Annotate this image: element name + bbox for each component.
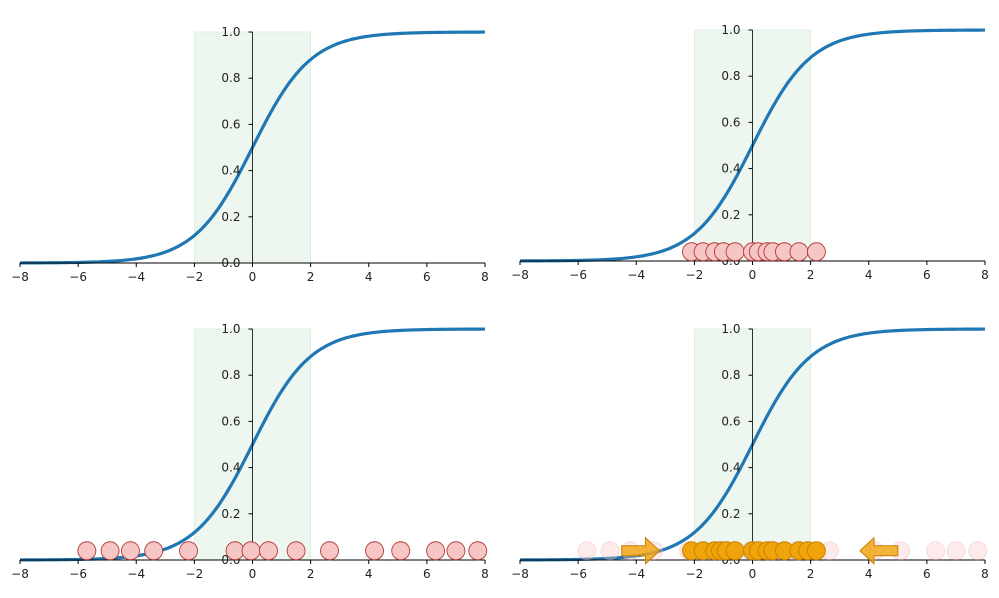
data-point bbox=[365, 541, 385, 561]
faded-data-point bbox=[926, 541, 946, 561]
chart-panel-top-left: −8 −6 −4 −2 0 2 4 6 8 0.0 0.2 0.4 0.6 0.8 1.0 bbox=[11, 25, 489, 284]
x-tick-label: −4 bbox=[127, 270, 145, 284]
data-point bbox=[725, 242, 745, 262]
x-tick-label: −6 bbox=[69, 270, 87, 284]
data-point bbox=[259, 541, 278, 561]
chart-panel-bottom-right: −8 −6 −4 −2 0 2 4 6 80.00.20.40.60.81.0 bbox=[511, 322, 989, 581]
y-tick-label: 0.8 bbox=[721, 69, 740, 83]
y-tick-label: 0.2 bbox=[221, 210, 240, 224]
y-tick-label: 0.6 bbox=[721, 414, 740, 428]
x-tick-label: −4 bbox=[627, 567, 645, 581]
y-tick-label: 1.0 bbox=[221, 322, 240, 336]
x-tick-label: 2 bbox=[307, 567, 315, 581]
faded-data-point bbox=[968, 541, 988, 561]
arrow-right-icon bbox=[621, 536, 661, 565]
x-tick-label: −8 bbox=[511, 567, 529, 581]
data-point bbox=[320, 541, 339, 561]
x-tick-label: 8 bbox=[481, 567, 489, 581]
x-tick-label: 8 bbox=[981, 567, 989, 581]
x-tick-label: −4 bbox=[127, 567, 145, 581]
x-tick-label: −6 bbox=[569, 567, 587, 581]
y-tick-label: 0.4 bbox=[721, 461, 740, 475]
data-point bbox=[120, 541, 140, 561]
x-tick-label: −2 bbox=[686, 268, 704, 282]
data-point bbox=[446, 541, 466, 561]
y-tick-label: 0.8 bbox=[721, 368, 740, 382]
x-tick-label: −2 bbox=[186, 567, 204, 581]
x-tick-label: 4 bbox=[365, 567, 373, 581]
data-point bbox=[725, 541, 745, 561]
data-point bbox=[144, 541, 164, 561]
y-tick-label: 1.0 bbox=[721, 322, 740, 336]
x-tick-label: 6 bbox=[423, 567, 431, 581]
x-tick-label: 2 bbox=[807, 268, 815, 282]
x-tick-label: 6 bbox=[923, 567, 931, 581]
y-tick-label: 0.8 bbox=[221, 368, 240, 382]
y-tick-label: 0.2 bbox=[721, 208, 740, 222]
y-tick-label: 0.2 bbox=[721, 507, 740, 521]
y-tick-label: 0.4 bbox=[721, 162, 740, 176]
data-point bbox=[426, 541, 446, 561]
data-point bbox=[225, 541, 245, 561]
faded-data-point bbox=[946, 541, 966, 561]
data-point bbox=[468, 541, 488, 561]
x-tick-label: 0 bbox=[749, 567, 757, 581]
x-tick-label: 4 bbox=[365, 270, 373, 284]
y-tick-label: 0.2 bbox=[221, 507, 240, 521]
y-tick-label: 0.0 bbox=[221, 256, 240, 270]
chart-panel-bottom-left: −8 −6 −4 −2 0 2 4 6 80.00.20.40.60.81.0 bbox=[11, 322, 489, 581]
y-tick-label: 0.4 bbox=[221, 164, 240, 178]
x-tick-label: −2 bbox=[186, 270, 204, 284]
x-tick-label: −8 bbox=[11, 567, 29, 581]
x-tick-label: 0 bbox=[749, 268, 757, 282]
data-point bbox=[391, 541, 411, 561]
arrow-left-icon bbox=[859, 536, 899, 565]
x-tick-label: 6 bbox=[423, 270, 431, 284]
faded-data-point bbox=[600, 541, 620, 561]
x-tick-label: 2 bbox=[807, 567, 815, 581]
x-tick-label: 8 bbox=[481, 270, 489, 284]
x-tick-label: 8 bbox=[981, 268, 989, 282]
y-tick-label: 0.6 bbox=[221, 414, 240, 428]
data-point bbox=[806, 541, 826, 561]
x-tick-label: −2 bbox=[686, 567, 704, 581]
data-point bbox=[179, 541, 199, 561]
x-tick-label: 0 bbox=[249, 567, 257, 581]
y-tick-label: 0.6 bbox=[221, 117, 240, 131]
faded-data-point bbox=[577, 541, 597, 561]
y-tick-label: 0.4 bbox=[221, 461, 240, 475]
data-point bbox=[100, 541, 120, 561]
x-tick-label: 0 bbox=[249, 270, 257, 284]
x-tick-label: −8 bbox=[11, 270, 29, 284]
x-tick-label: 2 bbox=[307, 270, 315, 284]
y-tick-label: 1.0 bbox=[221, 25, 240, 39]
chart-panel-top-right: −8 −6 −4 −2 0 2 4 6 80.00.20.40.60.81.0 bbox=[511, 23, 989, 282]
data-point bbox=[286, 541, 306, 561]
x-tick-label: 4 bbox=[865, 567, 873, 581]
y-tick-label: 1.0 bbox=[721, 23, 740, 37]
y-tick-label: 0.8 bbox=[221, 71, 240, 85]
x-tick-label: −4 bbox=[627, 268, 645, 282]
x-tick-label: 4 bbox=[865, 268, 873, 282]
data-point bbox=[241, 541, 261, 561]
data-point bbox=[77, 541, 97, 561]
data-point bbox=[789, 242, 809, 262]
x-tick-label: −6 bbox=[69, 567, 87, 581]
x-tick-label: −6 bbox=[569, 268, 587, 282]
x-tick-label: −8 bbox=[511, 268, 529, 282]
y-tick-label: 0.6 bbox=[721, 115, 740, 129]
data-point bbox=[806, 242, 826, 262]
x-tick-label: 6 bbox=[923, 268, 931, 282]
